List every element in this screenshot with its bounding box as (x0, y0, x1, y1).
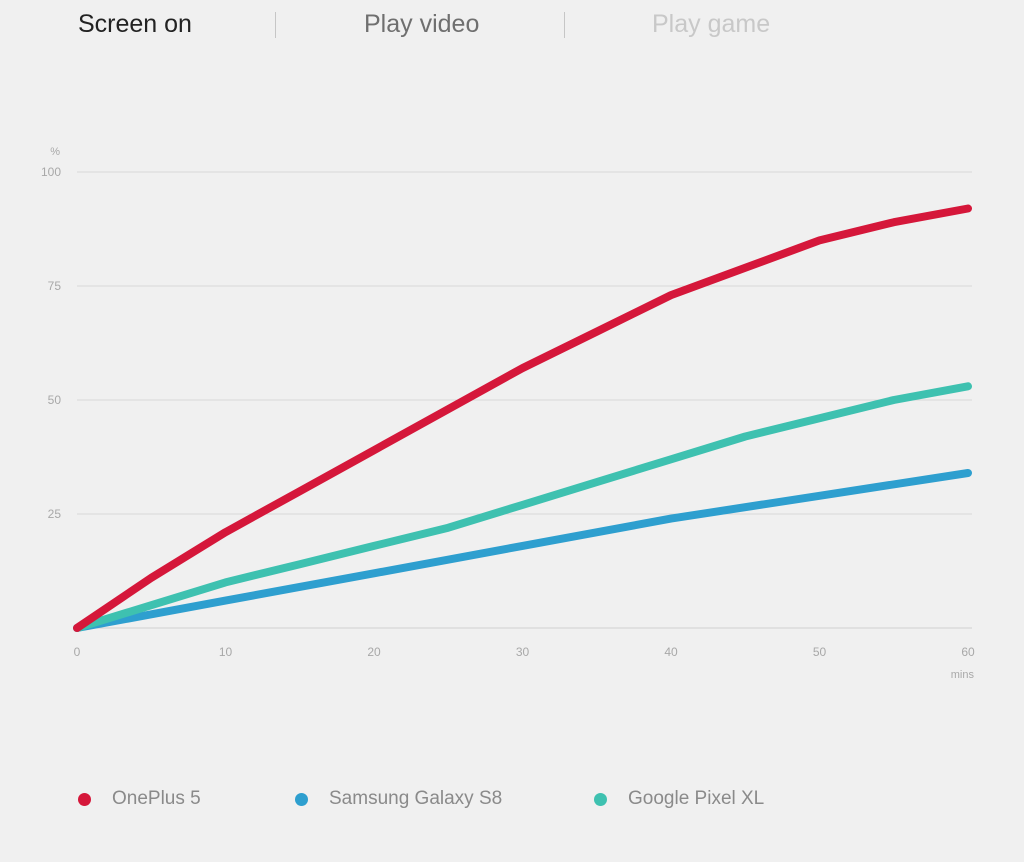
legend-dot (295, 792, 308, 806)
x-axis-label: mins (951, 669, 975, 681)
tab-divider (275, 12, 276, 38)
x-tick-label: 10 (219, 645, 233, 659)
tab-screen-on[interactable]: Screen on (78, 10, 192, 38)
x-tick-label: 60 (961, 645, 975, 659)
legend-label: OnePlus 5 (112, 788, 201, 809)
legend-dot (78, 792, 91, 806)
series-line-oneplus-5 (73, 204, 972, 632)
y-tick-label: 25 (48, 507, 62, 521)
x-tick-label: 50 (813, 645, 827, 659)
legend-dot (594, 792, 607, 806)
x-tick-label: 30 (516, 645, 530, 659)
y-axis-label: % (50, 146, 60, 158)
series-line-google-pixel-xl (73, 382, 972, 632)
legend-item-oneplus-5: OnePlus 5 (78, 786, 201, 812)
legend-label: Samsung Galaxy S8 (329, 788, 503, 809)
legend-label: Google Pixel XL (628, 788, 765, 809)
tab-play-video[interactable]: Play video (364, 10, 480, 38)
series-line-samsung-galaxy-s8 (73, 469, 972, 632)
tab-divider (564, 12, 565, 38)
x-tick-label: 20 (367, 645, 381, 659)
legend-item-google-pixel-xl: Google Pixel XL (594, 786, 764, 812)
tab-play-game[interactable]: Play game (652, 10, 771, 38)
legend-item-samsung-galaxy-s8: Samsung Galaxy S8 (295, 786, 502, 812)
x-tick-label: 40 (664, 645, 678, 659)
y-tick-label: 75 (48, 279, 62, 293)
x-tick-label: 0 (74, 645, 81, 659)
y-tick-label: 50 (48, 393, 62, 407)
y-tick-label: 100 (41, 165, 61, 179)
